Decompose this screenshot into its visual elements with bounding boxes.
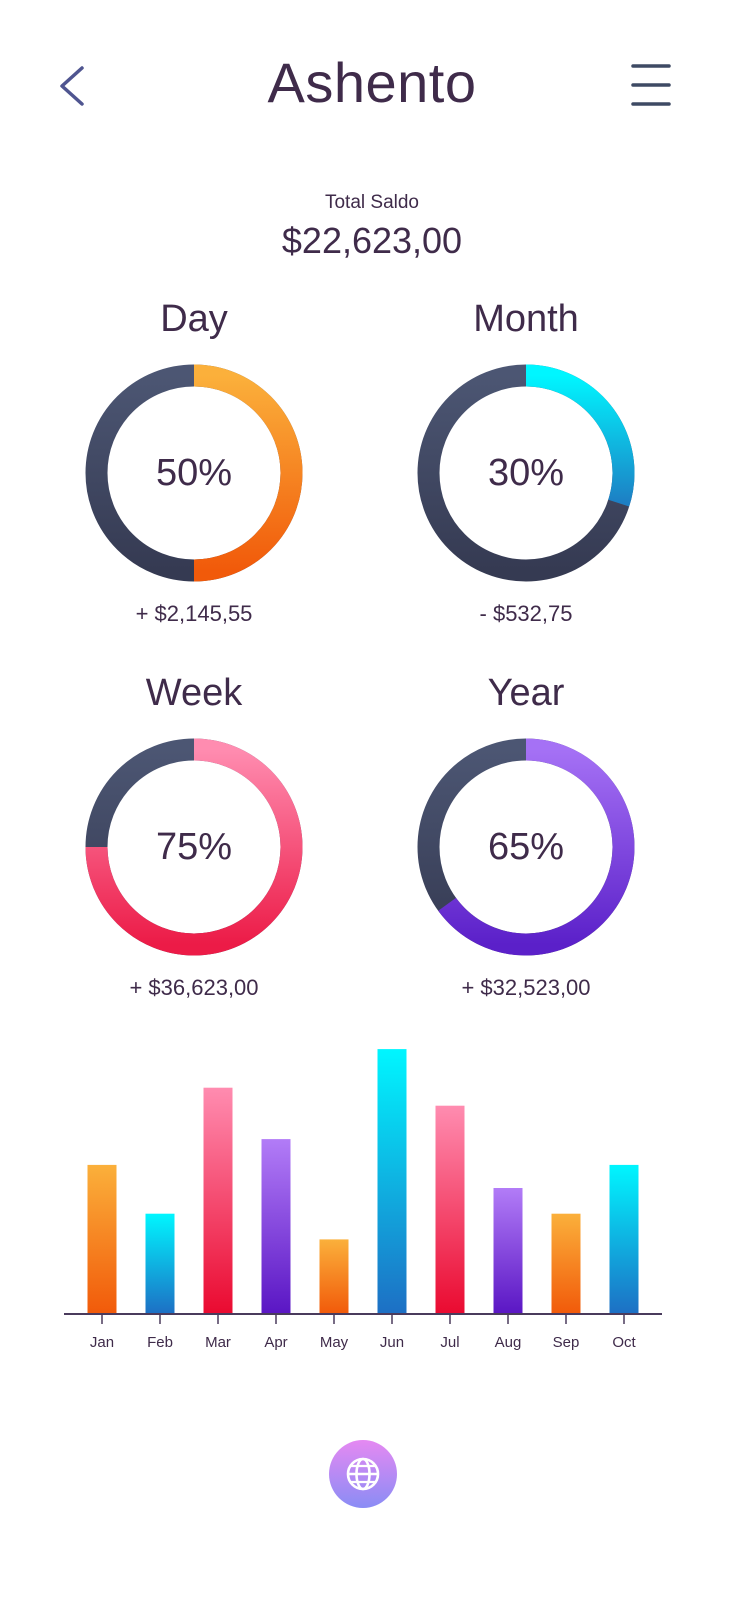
bar-jul (435, 1105, 465, 1314)
stat-amount: + $2,145,55 (135, 601, 253, 626)
globe-button[interactable] (329, 1440, 397, 1508)
stat-card-day[interactable]: Day 50% + $2,145,55 (44, 298, 344, 638)
menu-button[interactable] (628, 58, 680, 112)
back-button[interactable] (52, 56, 100, 116)
chevron-left-icon (60, 66, 84, 106)
total-balance-value: $22,623,00 (281, 220, 463, 261)
stat-percent: 30% (487, 451, 565, 494)
total-balance-label: Total Saldo (324, 192, 419, 213)
bar-jun (377, 1049, 407, 1314)
app-title: Ashento (267, 51, 477, 114)
hamburger-menu-icon (631, 64, 671, 106)
stat-percent: 50% (155, 451, 233, 494)
progress-ring (85, 738, 303, 956)
bar-apr (261, 1139, 291, 1314)
x-tick-label: Jan (90, 1334, 114, 1351)
stat-title: Day (160, 298, 228, 340)
stat-percent: 65% (487, 825, 565, 868)
ring-progress-arc (193, 364, 303, 582)
stat-card-year[interactable]: Year 65% + $32,523,00 (376, 672, 676, 1012)
stat-percent: 75% (155, 825, 233, 868)
app-header: Ashento (0, 0, 744, 170)
bar-feb (145, 1213, 175, 1314)
ring-progress-arc (85, 738, 303, 956)
x-tick-label: Oct (612, 1334, 636, 1351)
x-tick-label: Mar (205, 1334, 231, 1351)
stat-amount: + $32,523,00 (461, 975, 591, 1000)
bar-aug (493, 1188, 523, 1314)
monthly-bar-chart: Jan Feb Mar Apr May Jun Jul Aug Sep Oct (64, 1049, 662, 1351)
x-tick-label: Sep (553, 1334, 580, 1351)
stat-card-month[interactable]: Month 30% - $532,75 (376, 298, 676, 638)
bar-may (319, 1239, 349, 1314)
x-tick-label: Jun (380, 1334, 404, 1351)
stat-title: Week (145, 672, 243, 714)
progress-ring (85, 364, 303, 582)
stat-title: Month (473, 298, 579, 340)
bar-sep (551, 1213, 581, 1314)
globe-icon (346, 1457, 380, 1491)
progress-ring (417, 738, 635, 956)
stat-amount: - $532,75 (479, 601, 573, 626)
x-tick-label: Apr (264, 1334, 287, 1351)
ring-progress-arc (438, 738, 635, 956)
progress-ring (417, 364, 635, 582)
ring-progress-arc (525, 364, 635, 507)
bar-mar (203, 1087, 233, 1314)
stat-amount: + $36,623,00 (129, 975, 259, 1000)
x-tick-label: Feb (147, 1334, 173, 1351)
bar-jan (87, 1164, 117, 1314)
x-tick-label: Aug (495, 1334, 522, 1351)
stat-title: Year (487, 672, 565, 714)
x-tick-label: Jul (440, 1334, 459, 1351)
stat-card-week[interactable]: Week 75% + $36,623,00 (44, 672, 344, 1012)
bar-oct (609, 1164, 639, 1314)
x-tick-label: May (320, 1334, 349, 1351)
